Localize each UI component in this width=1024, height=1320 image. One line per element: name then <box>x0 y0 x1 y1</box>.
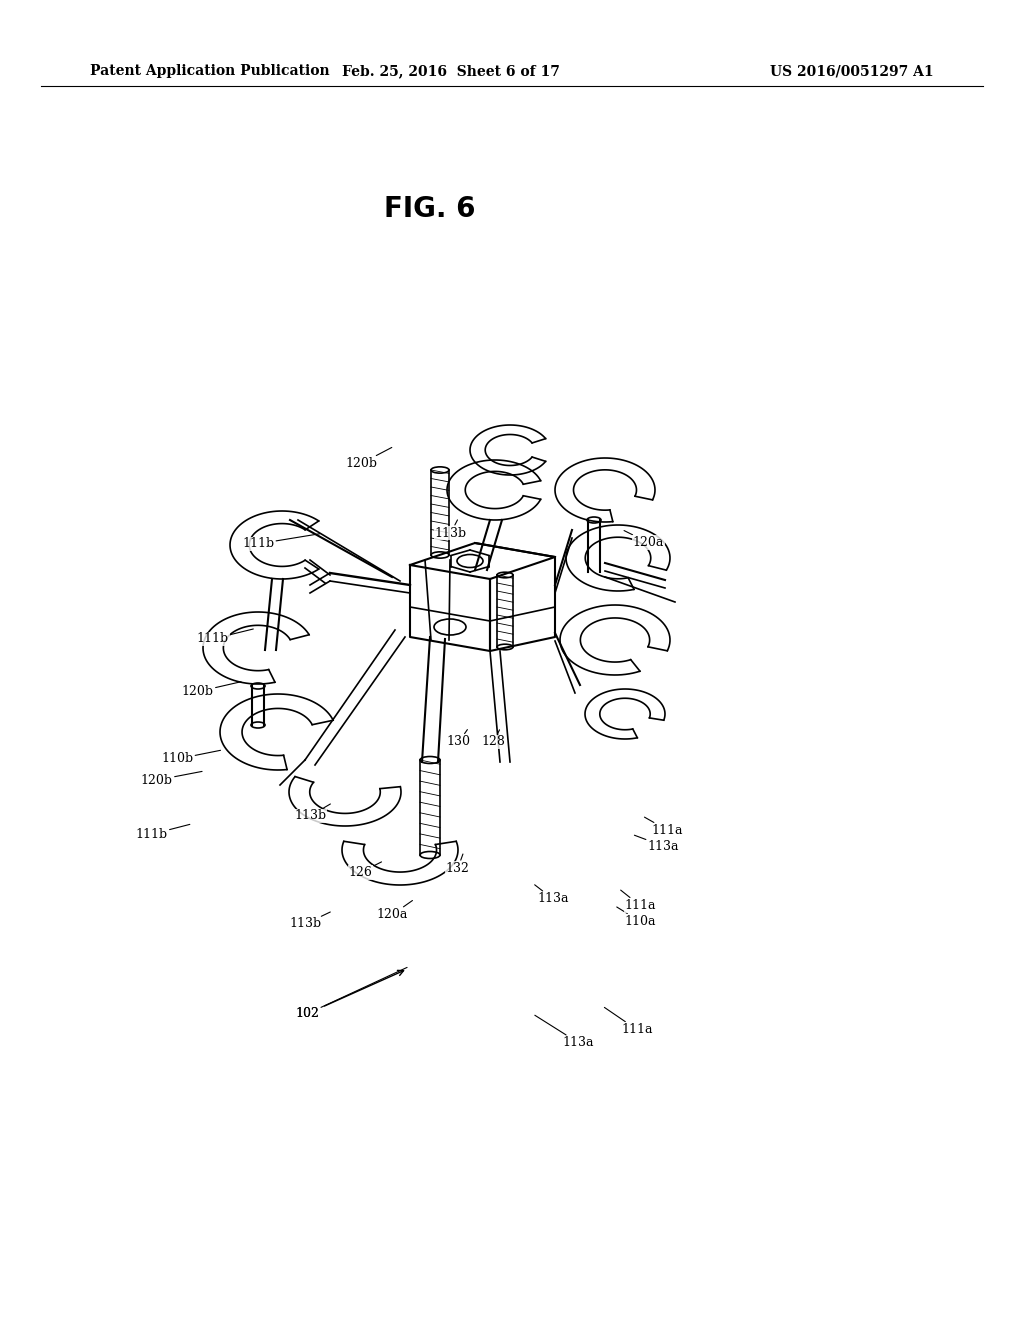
Text: 111a: 111a <box>644 817 683 837</box>
Text: 102: 102 <box>295 968 408 1020</box>
Text: 111b: 111b <box>242 533 319 550</box>
Text: 126: 126 <box>348 862 382 879</box>
Text: 111b: 111b <box>197 630 253 645</box>
Text: 111b: 111b <box>135 825 189 841</box>
Text: 113a: 113a <box>635 836 679 853</box>
Text: 110a: 110a <box>616 907 655 928</box>
Text: 113b: 113b <box>289 912 331 931</box>
Text: 113b: 113b <box>434 520 467 540</box>
Text: Feb. 25, 2016  Sheet 6 of 17: Feb. 25, 2016 Sheet 6 of 17 <box>342 65 559 78</box>
Text: FIG. 6: FIG. 6 <box>384 194 476 223</box>
Text: 120b: 120b <box>181 681 241 698</box>
Text: 113b: 113b <box>294 804 331 822</box>
Text: 120b: 120b <box>345 447 392 470</box>
Text: 120b: 120b <box>140 771 202 787</box>
Text: 110b: 110b <box>161 750 220 766</box>
Text: 113a: 113a <box>535 884 568 906</box>
Text: US 2016/0051297 A1: US 2016/0051297 A1 <box>770 65 934 78</box>
Text: 130: 130 <box>446 730 471 748</box>
Text: Patent Application Publication: Patent Application Publication <box>90 65 330 78</box>
Text: 111a: 111a <box>621 890 655 912</box>
Text: 113a: 113a <box>535 1015 594 1049</box>
Text: 120a: 120a <box>624 531 664 549</box>
Text: 102: 102 <box>295 970 403 1020</box>
Text: 120a: 120a <box>377 900 413 921</box>
Text: 128: 128 <box>481 730 506 748</box>
Text: 132: 132 <box>445 854 470 875</box>
Text: 111a: 111a <box>604 1007 652 1036</box>
